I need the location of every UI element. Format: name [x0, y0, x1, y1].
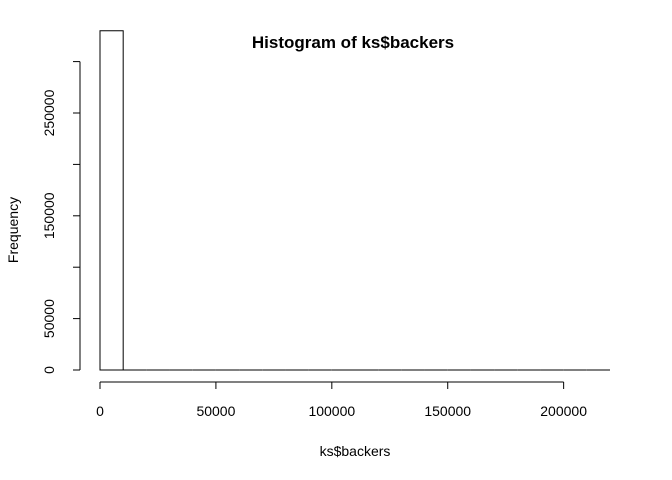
- x-tick-label: 150000: [424, 403, 471, 419]
- histogram-bar: [99, 30, 124, 371]
- y-tick-label: 150000: [41, 192, 57, 239]
- x-tick-label: 50000: [196, 403, 235, 419]
- y-axis-label: Frequency: [5, 197, 21, 263]
- x-tick-label: 200000: [540, 403, 587, 419]
- y-tick-label: 50000: [41, 299, 57, 338]
- x-tick-label: 0: [96, 403, 104, 419]
- y-axis: 0 50000 150000 250000: [41, 61, 81, 374]
- x-tick-label: 100000: [308, 403, 355, 419]
- x-axis-label: ks$backers: [320, 443, 391, 459]
- chart-title: Histogram of ks$backers: [252, 33, 454, 52]
- histogram-bars: [99, 30, 610, 371]
- y-tick-label: 0: [41, 366, 57, 374]
- y-tick-label: 250000: [41, 89, 57, 136]
- x-axis: 0 50000 100000 150000 200000: [96, 381, 587, 419]
